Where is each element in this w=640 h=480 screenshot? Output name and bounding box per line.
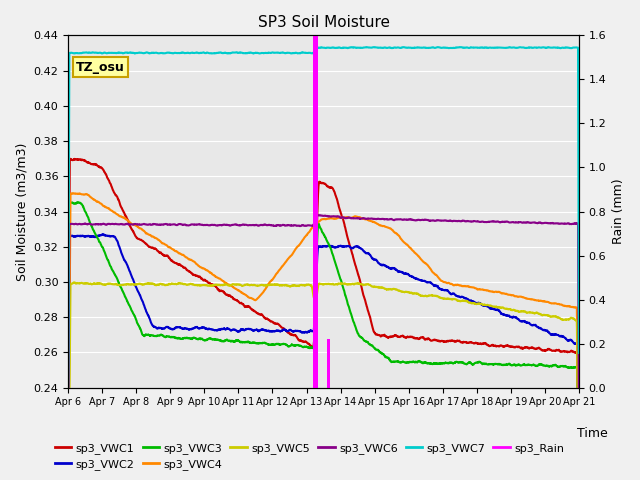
Text: TZ_osu: TZ_osu bbox=[76, 60, 125, 73]
Y-axis label: Soil Moisture (m3/m3): Soil Moisture (m3/m3) bbox=[15, 142, 28, 281]
Bar bbox=[313, 36, 316, 388]
Bar bbox=[314, 36, 316, 388]
Bar bbox=[328, 339, 330, 388]
Bar bbox=[327, 339, 330, 388]
Bar bbox=[314, 36, 316, 388]
Bar bbox=[315, 36, 317, 388]
Bar bbox=[313, 36, 316, 388]
Bar bbox=[327, 339, 329, 388]
Bar bbox=[327, 339, 330, 388]
Bar bbox=[314, 36, 317, 388]
Bar bbox=[314, 36, 316, 388]
Bar bbox=[316, 36, 318, 388]
Bar bbox=[328, 339, 330, 388]
Bar bbox=[316, 36, 318, 388]
Bar bbox=[315, 36, 317, 388]
Bar bbox=[328, 339, 330, 388]
Bar bbox=[314, 36, 317, 388]
Title: SP3 Soil Moisture: SP3 Soil Moisture bbox=[257, 15, 390, 30]
Legend: sp3_VWC1, sp3_VWC2, sp3_VWC3, sp3_VWC4, sp3_VWC5, sp3_VWC6, sp3_VWC7, sp3_Rain: sp3_VWC1, sp3_VWC2, sp3_VWC3, sp3_VWC4, … bbox=[51, 438, 569, 474]
Bar bbox=[315, 36, 317, 388]
Text: Time: Time bbox=[577, 427, 608, 440]
Y-axis label: Rain (mm): Rain (mm) bbox=[612, 179, 625, 244]
